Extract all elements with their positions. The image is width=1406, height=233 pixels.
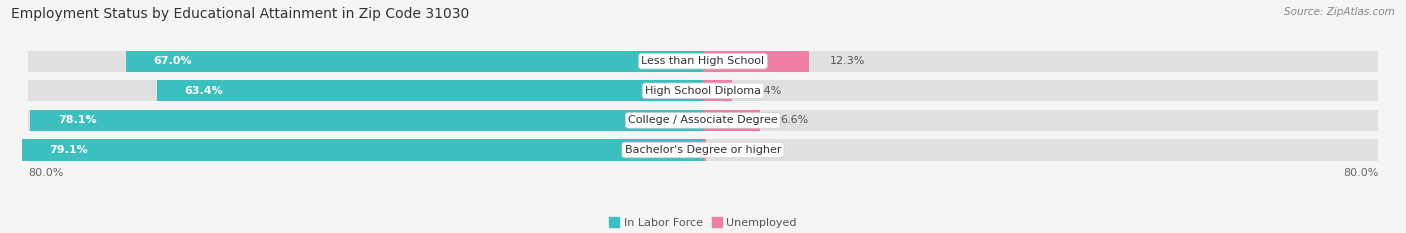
Text: Source: ZipAtlas.com: Source: ZipAtlas.com bbox=[1284, 7, 1395, 17]
Text: 6.6%: 6.6% bbox=[780, 115, 808, 125]
Text: 80.0%: 80.0% bbox=[1343, 168, 1378, 178]
Bar bbox=[28, 110, 1378, 131]
Text: 12.3%: 12.3% bbox=[830, 56, 865, 66]
Bar bbox=[28, 139, 1378, 161]
Text: Bachelor's Degree or higher: Bachelor's Degree or higher bbox=[624, 145, 782, 155]
Bar bbox=[22, 139, 703, 161]
Bar bbox=[28, 51, 1378, 72]
Bar bbox=[703, 110, 759, 131]
Bar bbox=[28, 80, 1378, 101]
Text: 63.4%: 63.4% bbox=[184, 86, 224, 96]
Text: 80.0%: 80.0% bbox=[28, 168, 63, 178]
Bar bbox=[703, 80, 733, 101]
Text: 67.0%: 67.0% bbox=[153, 56, 193, 66]
Text: 78.1%: 78.1% bbox=[58, 115, 97, 125]
Text: 79.1%: 79.1% bbox=[49, 145, 89, 155]
Bar bbox=[31, 110, 703, 131]
Text: Employment Status by Educational Attainment in Zip Code 31030: Employment Status by Educational Attainm… bbox=[11, 7, 470, 21]
Bar bbox=[703, 139, 706, 161]
Bar bbox=[127, 51, 703, 72]
Text: 0.3%: 0.3% bbox=[727, 145, 755, 155]
Text: Less than High School: Less than High School bbox=[641, 56, 765, 66]
Legend: In Labor Force, Unemployed: In Labor Force, Unemployed bbox=[609, 217, 797, 228]
Text: High School Diploma: High School Diploma bbox=[645, 86, 761, 96]
Bar bbox=[703, 51, 808, 72]
Text: 3.4%: 3.4% bbox=[754, 86, 782, 96]
Text: College / Associate Degree: College / Associate Degree bbox=[628, 115, 778, 125]
Bar bbox=[157, 80, 703, 101]
